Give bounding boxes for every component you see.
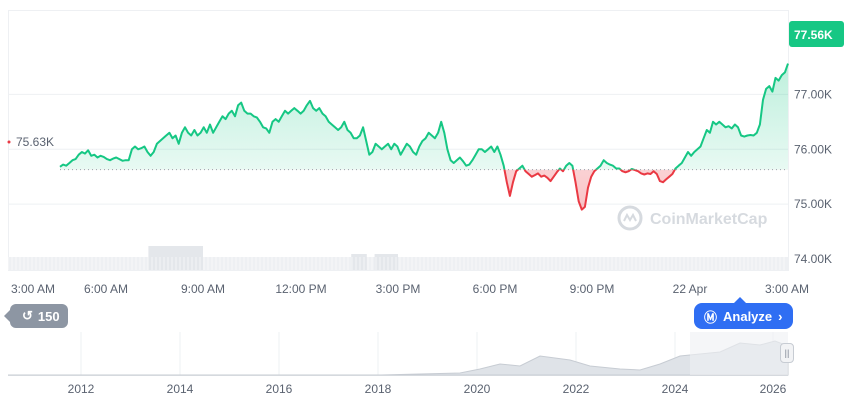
history-button[interactable]: ↺ 150 — [4, 304, 68, 328]
price-line-up — [59, 63, 789, 170]
range-navigator[interactable]: 2012 2014 2016 2018 2020 2022 2024 2026 — [8, 332, 789, 396]
x-tick-label: 3:00 AM — [765, 282, 809, 296]
x-tick-label: 9:00 PM — [570, 282, 615, 296]
volume-bar — [374, 254, 398, 270]
x-tick-label: 6:00 AM — [84, 282, 128, 296]
x-tick-label: 22 Apr — [673, 282, 708, 296]
navigator-year-label: 2020 — [464, 382, 491, 396]
y-tick-label: 77.00K — [794, 87, 832, 101]
watermark-text: CoinMarketCap — [650, 211, 768, 228]
navigator-year-label: 2026 — [760, 382, 787, 396]
x-tick-label: 6:00 PM — [473, 282, 518, 296]
navigator-year-label: 2016 — [266, 382, 293, 396]
chevron-right-icon: › — [778, 308, 783, 324]
navigator-years: 2012 2014 2016 2018 2020 2022 2024 2026 — [68, 382, 787, 396]
coinmarketcap-logo-icon — [617, 205, 643, 231]
navigator-year-label: 2024 — [662, 382, 689, 396]
volume-bar — [351, 254, 367, 270]
navigator-handle[interactable]: || — [780, 343, 794, 363]
analyze-label: Analyze — [723, 308, 773, 324]
x-tick-label: 3:00 AM — [11, 282, 55, 296]
plot-frame — [8, 10, 789, 271]
y-tick-label: 74.00K — [794, 252, 832, 266]
up-area-fill — [60, 63, 788, 170]
navigator-year-label: 2022 — [563, 382, 590, 396]
grid-lines — [8, 93, 788, 260]
navigator-year-label: 2018 — [365, 382, 392, 396]
y-tick-label: 76.00K — [794, 142, 832, 156]
volume-bars — [7, 246, 788, 270]
navigator-year-label: 2014 — [167, 382, 194, 396]
x-axis: 3:00 AM 6:00 AM 9:00 AM 12:00 PM 3:00 PM 6:00… — [11, 282, 809, 296]
open-price-label: 75.63K — [16, 135, 54, 149]
current-price-label: 77.56K — [794, 28, 833, 42]
current-price-badge: 77.56K — [789, 21, 844, 47]
coinmarketcap-logo-mark — [623, 212, 637, 222]
price-line-down — [503, 169, 677, 211]
y-axis: 77.00K 76.00K 75.00K 74.00K — [794, 87, 832, 266]
history-label: 150 — [37, 308, 60, 324]
navigator-selected-range[interactable] — [690, 332, 788, 375]
x-tick-label: 3:00 PM — [376, 282, 421, 296]
history-icon: ↺ — [22, 308, 33, 323]
analyze-button[interactable]: Ⓜ Analyze › — [694, 297, 793, 329]
x-tick-label: 9:00 AM — [181, 282, 225, 296]
x-tick-label: 12:00 PM — [275, 282, 326, 296]
y-tick-label: 75.00K — [794, 197, 832, 211]
analyze-icon: Ⓜ — [704, 309, 718, 325]
open-price-dot — [7, 140, 11, 144]
coinmarketcap-watermark: CoinMarketCap — [617, 205, 768, 231]
down-area-fill — [504, 169, 675, 210]
navigator-year-label: 2012 — [68, 382, 95, 396]
